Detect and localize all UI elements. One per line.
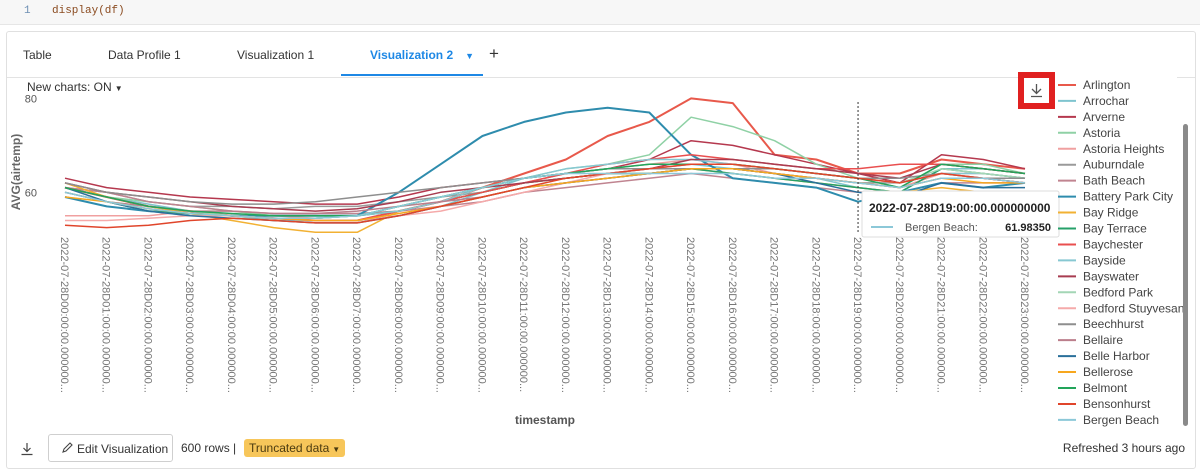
tooltip-value: 61.98350 [1005,222,1051,234]
legend-label[interactable]: Auburndale [1083,158,1145,172]
legend-label[interactable]: Arlington [1083,78,1130,92]
x-tick-label: 2022-07-28D14:00:00.000000... [642,237,654,393]
truncated-data-dropdown[interactable]: Truncated data ▼ [244,439,346,457]
active-tab-indicator [341,74,483,76]
code-text[interactable]: display(df) [52,5,125,17]
tab-bar: Table Data Profile 1 Visualization 1 Vis… [7,32,1195,78]
x-tick-label: 2022-07-28D03:00:00.000000... [183,237,195,393]
y-tick-label: 60 [25,187,37,199]
legend-label[interactable]: Bellaire [1083,333,1123,347]
x-tick-label: 2022-07-28D17:00:00.000000... [768,237,780,393]
tab-data-profile-1[interactable]: Data Profile 1 [108,48,181,62]
edit-visualization-button[interactable]: Edit Visualization [48,434,173,462]
x-tick-label: 2022-07-28D20:00:00.000000... [893,237,905,393]
chevron-down-icon[interactable]: ▼ [465,51,475,61]
legend-label[interactable]: Bellerose [1083,365,1133,379]
tooltip-title: 2022-07-28D19:00:00.000000000 [869,201,1051,215]
x-tick-label: 2022-07-28D05:00:00.000000... [267,237,279,393]
legend-label[interactable]: Bedford Park [1083,285,1154,299]
x-axis-label: timestamp [515,413,575,427]
tab-table[interactable]: Table [23,48,52,62]
y-tick-label: 80 [25,93,37,105]
x-tick-label: 2022-07-28D01:00:00.000000... [100,237,112,393]
legend-label[interactable]: Belmont [1083,381,1128,395]
tooltip [861,190,1060,238]
x-tick-label: 2022-07-28D00:00:00.000000... [58,237,70,393]
truncated-data-label: Truncated data [249,441,330,455]
add-tab-button[interactable]: + [489,44,499,63]
chevron-down-icon: ▼ [332,445,341,454]
legend-label[interactable]: Baychester [1083,237,1143,251]
x-tick-label: 2022-07-28D19:00:00.000000... [851,237,863,393]
x-tick-label: 2022-07-28D18:00:00.000000... [809,237,821,393]
legend-label[interactable]: Bayside [1083,253,1126,267]
pencil-icon [62,442,73,453]
legend-label[interactable]: Bedford Stuyvesant [1083,301,1188,315]
legend-label[interactable]: Battery Park City [1083,190,1173,204]
download-chart-button[interactable] [1018,72,1055,109]
legend-label[interactable]: Astoria [1083,126,1121,140]
bottom-toolbar: Edit Visualization 600 rows | Truncated … [7,431,1195,468]
x-tick-label: 2022-07-28D07:00:00.000000... [350,237,362,393]
line-number: 1 [24,5,31,17]
x-tick-label: 2022-07-28D15:00:00.000000... [684,237,696,393]
x-tick-label: 2022-07-28D12:00:00.000000... [559,237,571,393]
x-tick-label: 2022-07-28D09:00:00.000000... [434,237,446,393]
legend-label[interactable]: Belle Harbor [1083,349,1150,363]
x-tick-label: 2022-07-28D21:00:00.000000... [935,237,947,393]
series-line-bergen-beach[interactable] [64,172,1026,219]
series-line-bensonhurst[interactable] [64,163,1026,229]
x-tick-label: 2022-07-28D16:00:00.000000... [726,237,738,393]
legend-label[interactable]: Astoria Heights [1083,142,1164,156]
tooltip-series-name: Bergen Beach: [905,222,978,234]
download-icon[interactable] [20,442,34,456]
legend-label[interactable]: Arverne [1083,110,1125,124]
x-tick-label: 2022-07-28D10:00:00.000000... [475,237,487,393]
x-tick-label: 2022-07-28D11:00:00.000000... [517,237,529,392]
row-count: 600 rows | [181,441,237,455]
x-tick-label: 2022-07-28D22:00:00.000000... [976,237,988,393]
code-cell[interactable]: 1 display(df) [0,0,1200,25]
tab-visualization-2-label: Visualization 2 [370,48,454,62]
results-panel: Table Data Profile 1 Visualization 1 Vis… [6,31,1196,469]
x-tick-label: 2022-07-28D13:00:00.000000... [601,237,613,393]
tab-visualization-2[interactable]: Visualization 2 ▼ [370,48,474,62]
x-tick-label: 2022-07-28D08:00:00.000000... [392,237,404,393]
x-tick-label: 2022-07-28D23:00:00.000000... [1018,237,1030,393]
legend-scrollbar[interactable] [1183,124,1188,426]
legend-label[interactable]: Bath Beach [1083,174,1145,188]
chevron-down-icon: ▼ [114,84,123,93]
legend-label[interactable]: Bensonhurst [1083,397,1151,411]
new-charts-toggle[interactable]: New charts: ON ▼ [27,80,123,94]
legend-label[interactable]: Arrochar [1083,94,1129,108]
x-tick-label: 2022-07-28D04:00:00.000000... [225,237,237,393]
legend-label[interactable]: Bay Ridge [1083,206,1139,220]
legend-label[interactable]: Beechhurst [1083,317,1144,331]
legend-label[interactable]: Bergen Beach [1083,413,1159,427]
download-icon [1031,84,1042,98]
x-tick-label: 2022-07-28D06:00:00.000000... [308,237,320,393]
line-chart[interactable]: 60 80 AVG(airtemp) 2022-07-28D00:00:00.0000… [7,32,1195,431]
legend-label[interactable]: Bayswater [1083,269,1139,283]
legend-label[interactable]: Bay Terrace [1083,222,1147,236]
y-axis-label: AVG(airtemp) [9,134,23,210]
refreshed-status: Refreshed 3 hours ago [1062,441,1185,455]
new-charts-label: New charts: ON [27,80,112,94]
legend-clip [1047,32,1177,78]
edit-visualization-label: Edit Visualization [77,442,169,456]
series-line-bayswater[interactable] [64,158,1026,212]
x-tick-label: 2022-07-28D02:00:00.000000... [141,237,153,393]
tab-visualization-1[interactable]: Visualization 1 [237,48,315,62]
